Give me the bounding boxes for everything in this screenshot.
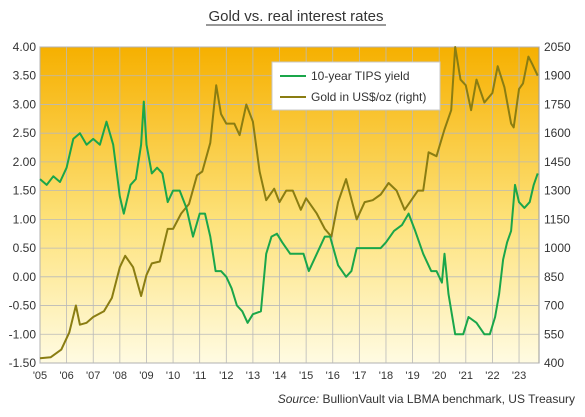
left-tick-label: -1.00 [9,327,37,341]
left-tick-label: 2.00 [13,155,37,169]
x-tick-label: '05 [33,370,47,382]
left-tick-label: 4.00 [13,40,37,54]
x-tick-label: '21 [459,370,473,382]
x-tick-label: '07 [86,370,100,382]
x-tick-label: '18 [379,370,393,382]
right-tick-label: 1450 [544,155,571,169]
x-tick-label: '23 [512,370,526,382]
x-tick-label: '10 [166,370,180,382]
right-tick-label: 400 [544,356,564,370]
chart-title: Gold vs. real interest rates [208,8,383,25]
x-tick-label: '22 [485,370,499,382]
x-tick-label: '13 [246,370,260,382]
right-tick-label: 2050 [544,40,571,54]
right-tick-label: 550 [544,327,564,341]
series-layer [39,46,539,360]
right-tick-label: 1300 [544,184,571,198]
x-tick-label: '08 [113,370,127,382]
left-axis-ticks: 4.00 3.50 3.00 2.50 2.00 1.50 1.00 0.50 0.00 -0.5… [9,40,37,370]
right-tick-label: 1750 [544,97,571,111]
legend: 10-year TIPS yield Gold in US$/oz (right… [271,61,441,111]
left-tick-label: 3.00 [13,97,37,111]
right-axis-ticks: 2050 1900 1750 1600 1450 1300 1150 1000 850 700 55… [544,40,571,370]
series-line-gold-price [39,46,539,360]
source-label: Source: [278,392,319,406]
left-tick-label: -1.50 [9,356,37,370]
left-tick-label: 1.50 [13,184,37,198]
right-tick-label: 850 [544,270,564,284]
series-line-tips-yield [39,100,539,336]
source-text: BullionVault via LBMA benchmark, US Trea… [322,392,575,406]
right-tick-label: 1150 [544,212,570,226]
x-axis-ticks: '05 '06 '07 '08 '09 '10 '11 '12 '13 '14 '15 '16 '17 '… [33,370,526,382]
right-tick-label: 1000 [544,241,571,255]
legend-label-gold: Gold in US$/oz (right) [311,90,426,104]
x-tick-label: '12 [219,370,233,382]
left-tick-label: 3.50 [13,69,37,83]
x-tick-label: '06 [59,370,73,382]
x-tick-label: '14 [272,370,286,382]
x-tick-label: '16 [326,370,340,382]
left-tick-label: 2.50 [13,126,37,140]
right-tick-label: 1900 [544,69,571,83]
x-tick-label: '20 [432,370,446,382]
grid-lines [39,46,539,364]
legend-label-tips: 10-year TIPS yield [311,69,410,83]
right-tick-label: 700 [544,299,564,313]
left-tick-label: 1.00 [13,212,37,226]
x-tick-label: '19 [405,370,419,382]
source-note: Source: BullionVault via LBMA benchmark,… [278,392,575,406]
right-tick-label: 1600 [544,126,571,140]
x-tick-label: '17 [352,370,366,382]
left-tick-label: 0.00 [13,270,37,284]
left-tick-label: -0.50 [9,299,37,313]
legend-box [271,61,441,111]
x-tick-label: '15 [299,370,313,382]
x-tick-label: '09 [139,370,153,382]
left-tick-label: 0.50 [13,241,37,255]
x-tick-label: '11 [193,370,207,382]
